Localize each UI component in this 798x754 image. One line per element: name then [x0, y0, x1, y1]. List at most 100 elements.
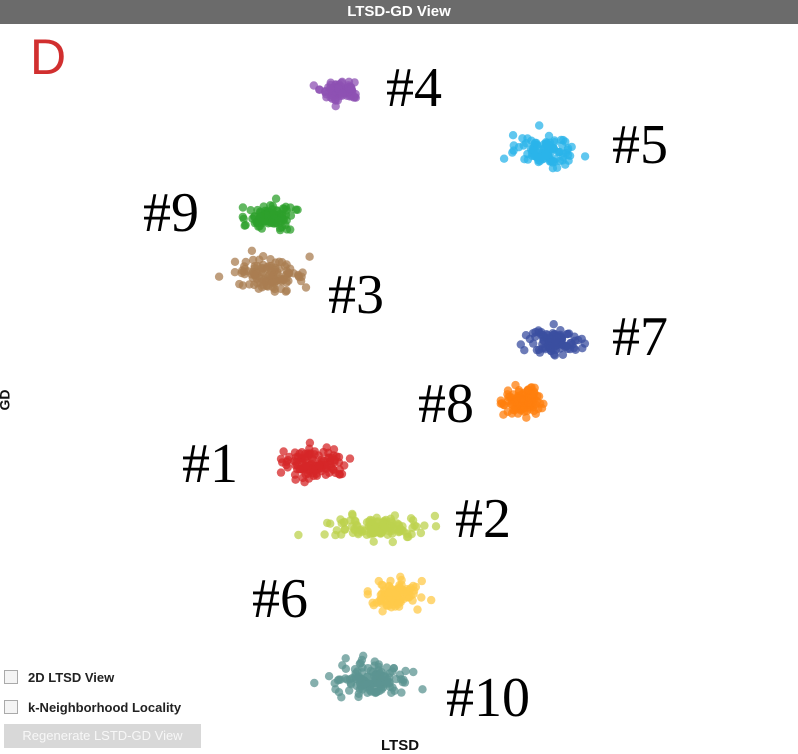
- data-point: [511, 380, 520, 390]
- cluster-label-4: #4: [386, 57, 442, 119]
- data-point: [357, 655, 367, 665]
- data-point: [248, 255, 258, 265]
- data-point: [409, 589, 418, 599]
- data-point: [370, 671, 379, 680]
- data-point: [529, 406, 539, 416]
- option-k-neighborhood[interactable]: k-Neighborhood Locality: [4, 692, 181, 722]
- data-point: [399, 675, 408, 684]
- data-point: [538, 333, 548, 342]
- data-point: [297, 272, 306, 281]
- data-point: [338, 89, 347, 98]
- data-point: [407, 530, 416, 539]
- data-point: [235, 279, 244, 289]
- data-point: [416, 528, 426, 538]
- checkbox-k-neighborhood-label: k-Neighborhood Locality: [28, 699, 182, 715]
- data-point: [278, 274, 288, 284]
- data-point: [524, 398, 533, 407]
- data-point: [250, 270, 259, 279]
- data-point: [310, 678, 319, 688]
- data-point: [294, 530, 303, 540]
- data-point: [320, 530, 329, 539]
- data-point: [319, 447, 328, 457]
- data-point: [348, 509, 357, 519]
- data-point: [214, 272, 224, 281]
- data-point: [350, 665, 360, 674]
- data-point: [245, 280, 254, 289]
- checkbox-k-neighborhood[interactable]: [4, 700, 18, 714]
- data-point: [520, 346, 529, 355]
- data-point: [271, 194, 281, 203]
- data-point: [556, 326, 565, 335]
- data-point: [326, 519, 335, 528]
- data-point: [284, 268, 293, 278]
- regenerate-button[interactable]: Regenerate LSTD-GD View: [4, 724, 201, 748]
- data-point: [408, 596, 417, 605]
- data-point: [306, 449, 315, 458]
- data-point: [324, 672, 334, 681]
- data-point: [247, 246, 257, 255]
- cluster-7: [516, 320, 590, 360]
- data-point: [258, 264, 267, 273]
- x-axis-label: LTSD: [381, 737, 420, 754]
- data-point: [265, 270, 274, 280]
- data-point: [358, 663, 367, 672]
- data-point: [376, 594, 386, 604]
- data-point: [543, 144, 553, 153]
- data-point: [571, 345, 580, 354]
- panel-label: D: [30, 29, 67, 85]
- data-point: [353, 675, 362, 684]
- data-point: [270, 284, 279, 294]
- data-point: [555, 147, 564, 157]
- data-point: [363, 587, 372, 596]
- data-point: [340, 525, 350, 534]
- data-point: [347, 84, 356, 93]
- data-point: [336, 675, 345, 684]
- cluster-10: [310, 651, 427, 702]
- data-point: [291, 475, 300, 484]
- data-point: [268, 278, 277, 287]
- data-point: [535, 121, 544, 130]
- data-point: [390, 686, 399, 695]
- cluster-label-3: #3: [328, 264, 384, 326]
- data-point: [301, 461, 310, 471]
- data-point: [366, 525, 375, 534]
- data-point: [260, 275, 269, 285]
- data-point: [578, 344, 587, 353]
- data-point: [259, 252, 268, 261]
- data-point: [565, 151, 575, 160]
- cluster-2: [294, 509, 441, 547]
- data-point: [521, 331, 531, 340]
- cluster-9: [238, 194, 302, 235]
- data-point: [345, 454, 355, 463]
- data-point: [557, 135, 566, 145]
- view-options: 2D LTSD View k-Neighborhood Locality: [4, 662, 181, 722]
- data-point: [275, 257, 284, 266]
- cluster-label-6: #6: [252, 568, 308, 630]
- data-point: [534, 145, 543, 154]
- data-point: [374, 527, 383, 537]
- data-point: [563, 344, 572, 353]
- data-point: [392, 674, 401, 684]
- data-point: [250, 218, 260, 228]
- data-point: [552, 332, 561, 341]
- cluster-label-9: #9: [143, 182, 199, 244]
- data-point: [533, 153, 543, 163]
- data-point: [240, 221, 249, 230]
- data-point: [388, 519, 397, 528]
- cluster-4: [309, 77, 360, 111]
- data-point: [413, 605, 422, 614]
- data-point: [282, 460, 291, 470]
- data-point: [338, 661, 347, 670]
- data-point: [532, 138, 541, 148]
- data-point: [549, 320, 558, 329]
- data-point: [418, 685, 427, 694]
- data-point: [431, 522, 441, 531]
- data-point: [551, 341, 560, 351]
- checkbox-2d-ltsd[interactable]: [4, 670, 18, 684]
- data-point: [301, 283, 311, 292]
- data-point: [230, 257, 240, 266]
- data-point: [274, 216, 283, 226]
- cluster-6: [363, 572, 436, 616]
- option-2d-ltsd[interactable]: 2D LTSD View: [4, 662, 181, 692]
- data-point: [246, 206, 255, 215]
